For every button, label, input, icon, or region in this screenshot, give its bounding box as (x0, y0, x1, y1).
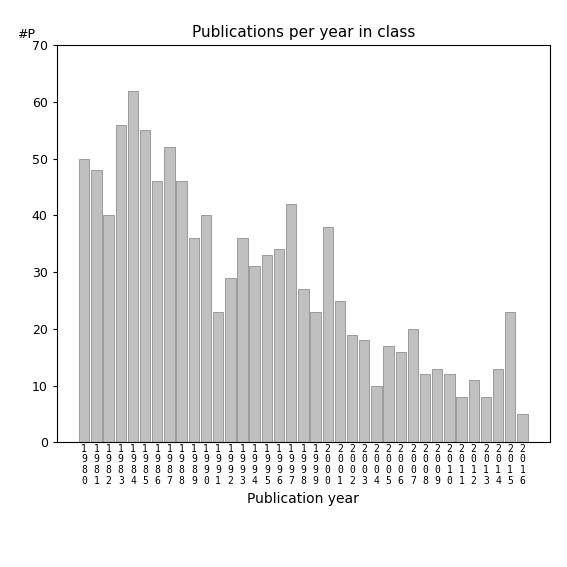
Bar (420, 374, 430, 442)
Bar (359, 340, 369, 442)
Bar (103, 215, 114, 442)
Bar (444, 374, 455, 442)
Bar (286, 204, 297, 442)
Bar (249, 266, 260, 442)
Bar (371, 386, 382, 442)
Bar (152, 181, 163, 442)
Bar (201, 215, 211, 442)
Bar (505, 312, 515, 442)
Bar (456, 397, 467, 442)
Text: #P: #P (17, 28, 35, 41)
Bar (298, 289, 308, 442)
Bar (189, 238, 199, 442)
Bar (274, 249, 284, 442)
Bar (213, 312, 223, 442)
Bar (140, 130, 150, 442)
Bar (335, 301, 345, 442)
Bar (383, 346, 393, 442)
Bar (396, 352, 406, 442)
Bar (225, 278, 235, 442)
Bar (432, 369, 442, 442)
Bar (91, 170, 101, 442)
Bar (323, 227, 333, 442)
Bar (493, 369, 503, 442)
Bar (481, 397, 491, 442)
Bar (408, 329, 418, 442)
Bar (310, 312, 321, 442)
Bar (176, 181, 187, 442)
Bar (79, 159, 90, 442)
Bar (517, 414, 527, 442)
Bar (238, 238, 248, 442)
Bar (468, 380, 479, 442)
Bar (164, 147, 175, 442)
Bar (347, 335, 357, 442)
Title: Publications per year in class: Publications per year in class (192, 25, 415, 40)
X-axis label: Publication year: Publication year (247, 492, 359, 506)
Bar (128, 91, 138, 442)
Bar (261, 255, 272, 442)
Bar (116, 125, 126, 442)
